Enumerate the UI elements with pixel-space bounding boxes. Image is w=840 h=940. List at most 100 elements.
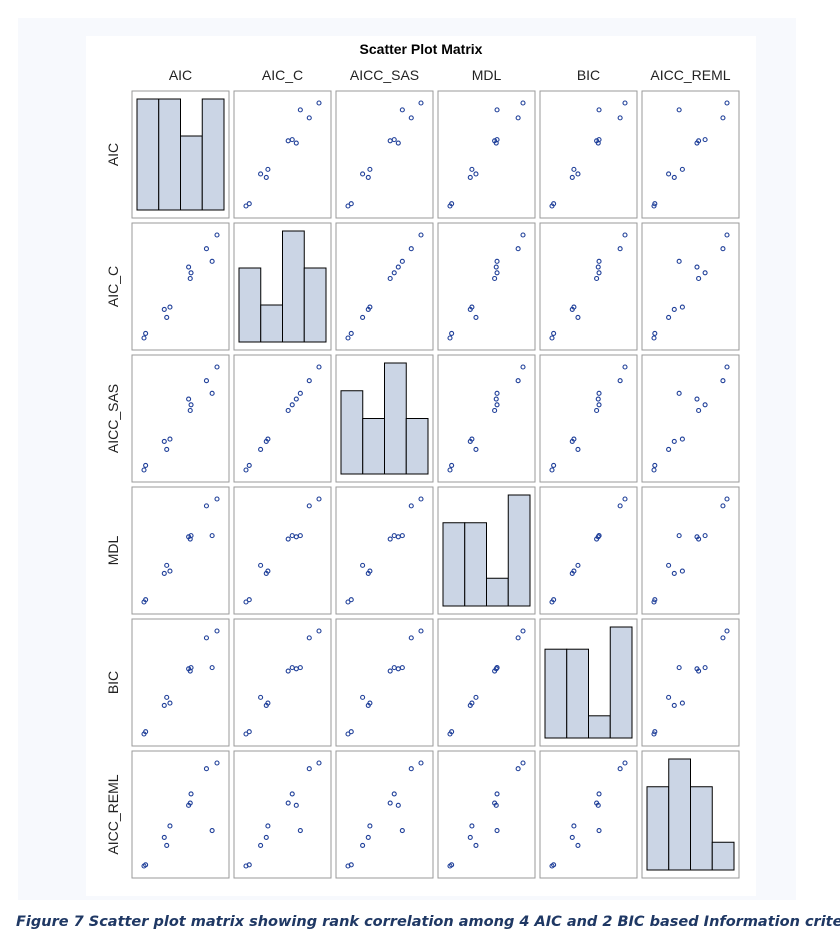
scatter-point-1 xyxy=(551,862,557,868)
cell-aicc-sas-vs-aicc-sas xyxy=(335,354,434,483)
scatter-point-8 xyxy=(676,107,682,113)
row-label-aic-c: AIC_C xyxy=(105,266,121,307)
scatter-point-4 xyxy=(167,304,173,310)
scatter-point-6 xyxy=(694,534,700,540)
scatter-point-5 xyxy=(387,800,393,806)
cell-aic-vs-mdl xyxy=(437,90,536,219)
scatter-point-8 xyxy=(209,258,215,264)
scatter-point-6 xyxy=(493,264,499,270)
scatter-point-3 xyxy=(666,562,672,568)
scatter-point-0 xyxy=(549,467,555,473)
scatter-point-9 xyxy=(408,635,414,641)
scatter-point-8 xyxy=(676,390,682,396)
scatter-point-0 xyxy=(141,335,147,341)
cell-mdl-vs-aicc-sas xyxy=(335,486,434,615)
scatter-point-2 xyxy=(671,438,677,444)
scatter-point-10 xyxy=(724,232,730,238)
scatter-point-3 xyxy=(360,562,366,568)
scatter-point-6 xyxy=(186,264,192,270)
histogram-bar-aicc-reml-0 xyxy=(646,786,670,871)
scatter-point-1 xyxy=(652,597,658,603)
cell-border xyxy=(437,750,536,879)
scatter-point-3 xyxy=(258,446,264,452)
scatter-point-10 xyxy=(418,628,424,634)
cell-mdl-vs-aic-c xyxy=(233,486,332,615)
scatter-point-10 xyxy=(724,100,730,106)
scatter-point-10 xyxy=(214,232,220,238)
cell-aic-vs-aicc-reml xyxy=(641,90,740,219)
cell-aicc-sas-vs-aicc-reml xyxy=(641,354,740,483)
scatter-point-9 xyxy=(617,766,623,772)
histogram-bar-aicc-sas-3 xyxy=(405,418,429,475)
scatter-point-7 xyxy=(188,270,194,276)
scatter-point-7 xyxy=(596,270,602,276)
scatter-point-0 xyxy=(243,599,249,605)
cell-bic-vs-aicc-reml xyxy=(641,618,740,747)
scatter-point-9 xyxy=(306,635,312,641)
scatter-point-3 xyxy=(258,171,264,177)
scatter-point-2 xyxy=(263,174,269,180)
scatter-point-3 xyxy=(473,842,479,848)
cell-aic-c-vs-aicc-sas xyxy=(335,222,434,351)
scatter-point-9 xyxy=(203,766,210,772)
scatter-point-9 xyxy=(720,246,726,252)
scatter-point-6 xyxy=(186,396,192,402)
scatter-point-7 xyxy=(188,533,194,539)
histogram-bar-aic-0 xyxy=(136,98,160,211)
scatter-point-10 xyxy=(316,496,322,502)
cell-border xyxy=(437,354,536,483)
scatter-point-6 xyxy=(694,264,700,270)
scatter-point-10 xyxy=(214,760,220,766)
histogram-bar-aicc-sas-2 xyxy=(384,362,407,475)
scatter-point-3 xyxy=(164,562,170,568)
cell-border xyxy=(335,222,434,351)
scatter-point-4 xyxy=(679,304,685,310)
cell-aic-c-vs-aicc-reml xyxy=(641,222,740,351)
scatter-point-2 xyxy=(161,306,167,312)
scatter-point-2 xyxy=(365,834,371,840)
scatter-point-5 xyxy=(492,275,498,282)
cell-aicc-sas-vs-mdl xyxy=(437,354,536,483)
cell-aicc-sas-vs-aic-c xyxy=(233,354,332,483)
scatter-point-1 xyxy=(143,862,149,868)
scatter-point-10 xyxy=(520,628,526,634)
histogram-bar-bic-0 xyxy=(544,648,568,739)
histogram-bar-aicc-sas-1 xyxy=(362,418,385,475)
scatter-point-9 xyxy=(617,246,623,252)
scatter-point-1 xyxy=(246,597,252,603)
histogram-bar-aicc-reml-3 xyxy=(711,841,735,871)
scatter-point-4 xyxy=(679,166,685,172)
scatter-point-10 xyxy=(520,364,526,370)
scatter-point-4 xyxy=(367,304,373,310)
cell-border xyxy=(131,486,230,615)
scatter-point-1 xyxy=(449,201,455,207)
cell-aicc-reml-vs-aicc-reml xyxy=(641,750,740,879)
cell-border xyxy=(233,750,332,879)
row-label-mdl: MDL xyxy=(105,536,121,566)
cell-aicc-reml-vs-mdl xyxy=(437,750,536,879)
scatter-point-4 xyxy=(679,700,685,706)
scatter-point-1 xyxy=(449,330,455,336)
scatter-point-7 xyxy=(188,665,194,671)
cell-border xyxy=(131,750,230,879)
scatter-point-7 xyxy=(289,402,295,408)
cell-aic-vs-aic xyxy=(131,90,230,219)
scatter-point-5 xyxy=(187,407,193,414)
scatter-point-4 xyxy=(571,436,577,442)
scatter-point-4 xyxy=(469,700,475,706)
scatter-point-8 xyxy=(209,390,215,396)
scatter-point-9 xyxy=(617,115,623,121)
scatter-point-9 xyxy=(515,246,521,252)
scatter-point-2 xyxy=(467,174,473,180)
histogram-bar-bic-3 xyxy=(609,626,633,739)
scatter-point-3 xyxy=(473,314,479,320)
scatter-point-4 xyxy=(167,436,173,442)
scatter-point-10 xyxy=(214,496,220,502)
column-label-bic: BIC xyxy=(577,67,600,83)
scatter-point-3 xyxy=(258,562,264,568)
scatter-point-2 xyxy=(671,306,677,312)
cell-aicc-reml-vs-bic xyxy=(539,750,638,879)
scatter-point-10 xyxy=(316,760,322,766)
scatter-point-8 xyxy=(399,107,405,113)
histogram-bar-aic-c-0 xyxy=(238,267,262,343)
